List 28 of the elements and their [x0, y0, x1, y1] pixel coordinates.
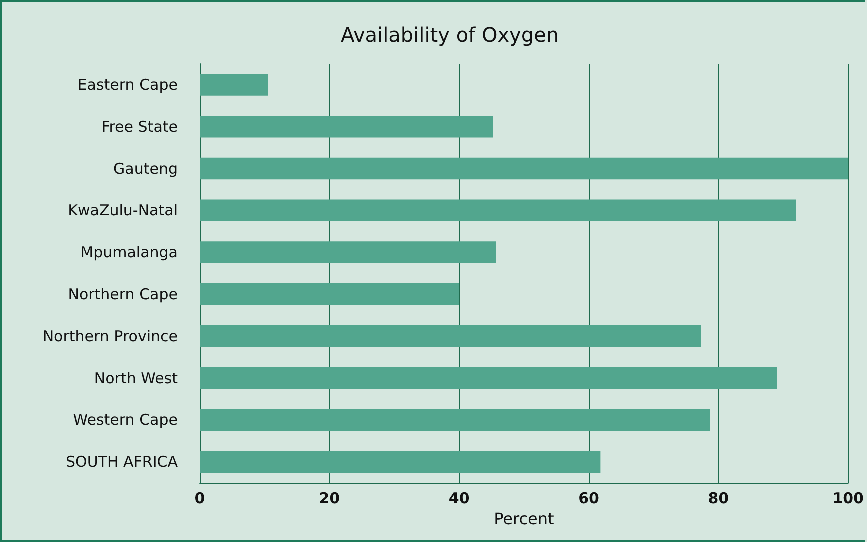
x-axis-title: Percent	[494, 509, 554, 528]
x-tick-label: 0	[194, 490, 206, 508]
y-tick-label: Eastern Cape	[78, 76, 178, 94]
bar	[200, 367, 778, 390]
y-tick-label: Northern Cape	[68, 285, 178, 304]
y-tick-label: North West	[94, 369, 178, 388]
y-tick-label: SOUTH AFRICA	[66, 453, 179, 472]
x-tick-label: 60	[578, 490, 600, 508]
x-tick-label: 40	[448, 490, 470, 508]
y-tick-label: Mpumalanga	[80, 244, 178, 262]
y-tick-label: Gauteng	[114, 160, 178, 178]
y-tick-label: Free State	[102, 118, 178, 136]
bar	[200, 284, 460, 306]
x-tick-label: 20	[319, 490, 340, 508]
bar	[200, 409, 710, 432]
y-tick-label: KwaZulu-Natal	[68, 202, 178, 220]
bar	[200, 242, 496, 264]
x-tick-label: 100	[832, 490, 864, 508]
bar	[200, 325, 702, 348]
bar	[200, 74, 268, 96]
bar	[200, 158, 848, 180]
bar	[200, 200, 796, 222]
bar	[200, 451, 601, 473]
y-tick-label: Northern Province	[42, 327, 178, 346]
x-tick-label: 80	[708, 490, 730, 508]
bar	[200, 116, 494, 138]
y-tick-label: Western Cape	[73, 411, 178, 430]
chart-title: Availability of Oxygen	[340, 23, 560, 47]
